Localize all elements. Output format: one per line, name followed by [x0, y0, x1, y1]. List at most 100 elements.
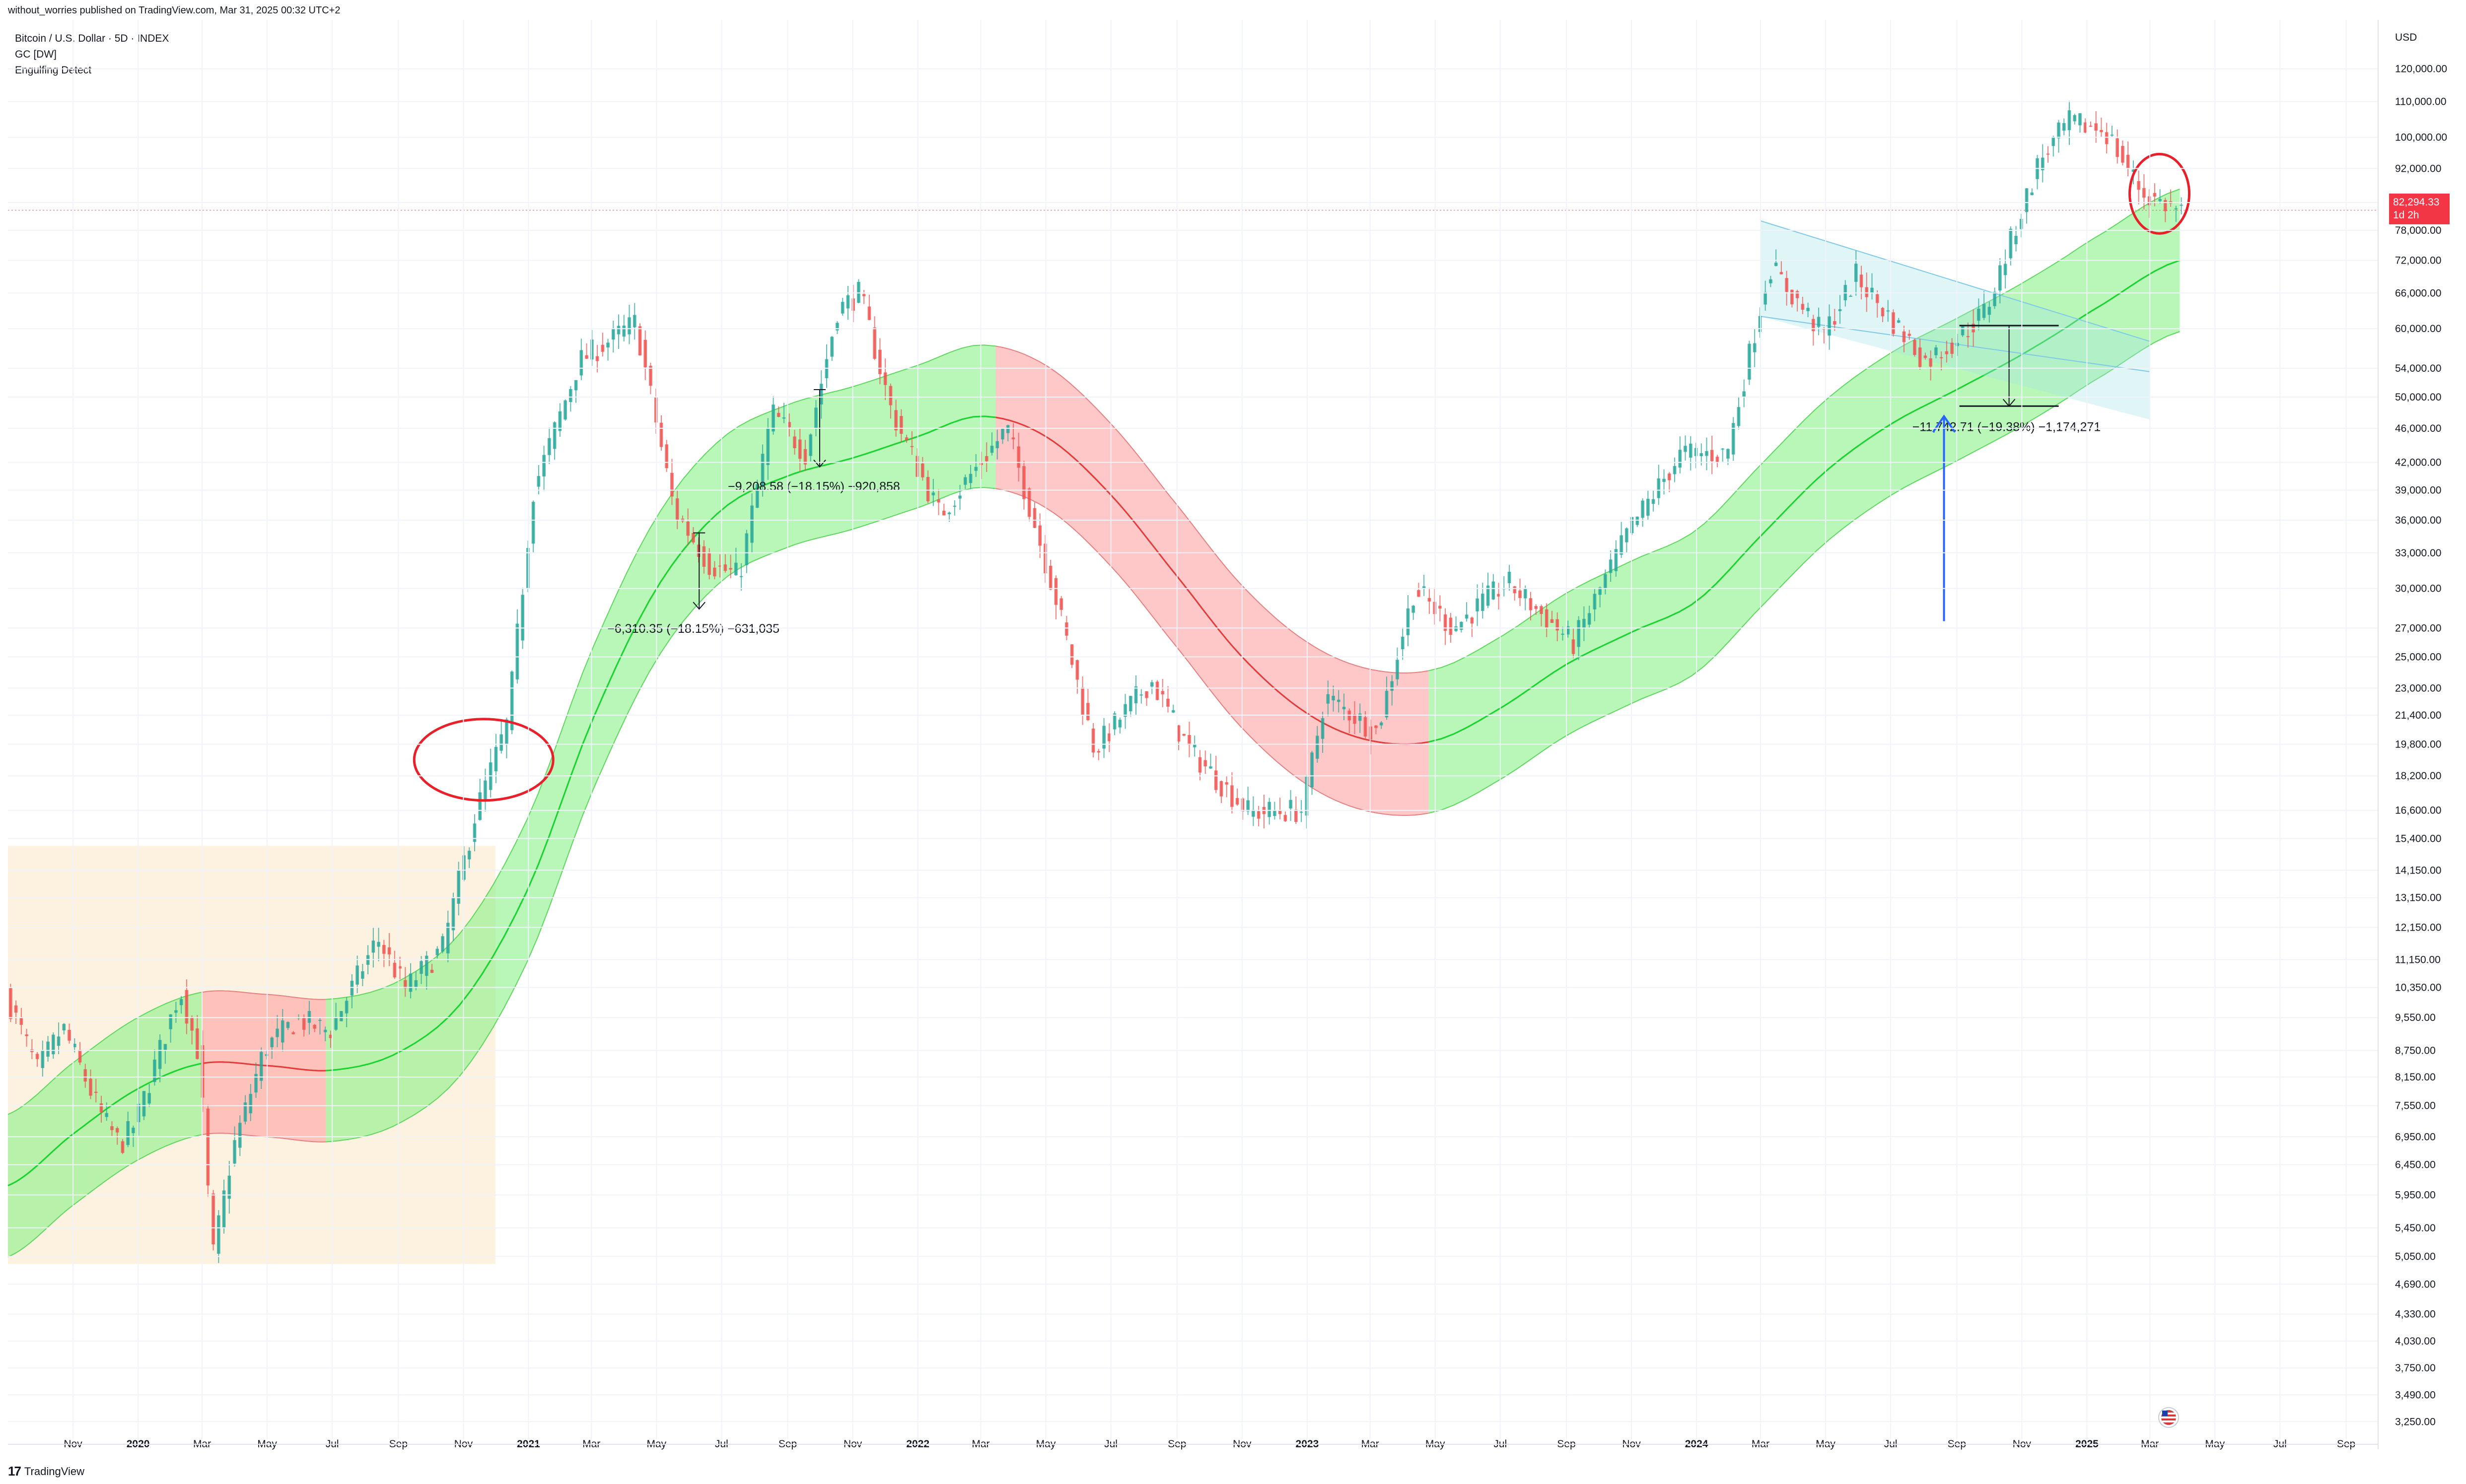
- channel-fill: [1761, 220, 2150, 420]
- candle-up: [1886, 310, 1890, 312]
- candle-up: [174, 1010, 178, 1013]
- candle-down: [883, 372, 887, 385]
- candle-up: [617, 326, 621, 335]
- time-axis[interactable]: Nov 2020 Mar May Jul Sep Nov 2021 Mar May Jul Sep No…: [8, 20, 2378, 1450]
- candle-down: [2105, 132, 2109, 144]
- candle-up: [169, 1014, 172, 1029]
- candle-up: [435, 948, 439, 955]
- candle-down: [985, 456, 988, 462]
- measure-label: −9,208.58 (−18.15%) −920,858: [728, 480, 900, 494]
- candle-down: [1044, 543, 1047, 573]
- candle-down: [921, 463, 924, 477]
- candle-down: [1438, 606, 1442, 609]
- candle-up: [334, 1017, 338, 1030]
- price-tick-label: 13,150.00: [2395, 892, 2441, 904]
- candle-down: [793, 436, 796, 449]
- price-tick-label: 33,000.00: [2395, 547, 2441, 559]
- blue-arrow-head: [1932, 414, 1956, 433]
- price-tick-label: 25,000.00: [2395, 651, 2441, 663]
- candle-down: [878, 349, 882, 374]
- candle-down: [1353, 714, 1356, 724]
- candle-up: [1854, 264, 1858, 282]
- candle-down: [2164, 200, 2167, 211]
- candle-down: [1177, 725, 1181, 742]
- price-tick-label: 6,450.00: [2395, 1159, 2436, 1171]
- candle-down: [1166, 698, 1170, 707]
- candle-up: [1385, 690, 1389, 718]
- candle-up: [990, 446, 994, 453]
- candle-up: [441, 936, 444, 952]
- gc-band: [7, 189, 2180, 1258]
- candle-up: [995, 441, 999, 449]
- candle-up: [1476, 598, 1479, 611]
- candle-down: [1294, 809, 1298, 822]
- candle-down: [2153, 193, 2157, 197]
- candle-down: [190, 1017, 194, 1031]
- candle-up: [1769, 279, 1772, 283]
- legend-indicator-engulfing[interactable]: Engulfing Detect: [15, 65, 92, 76]
- candle-up: [1982, 304, 1986, 318]
- candle-down: [403, 980, 407, 989]
- candle-down: [1203, 760, 1207, 767]
- candle-down: [1188, 735, 1191, 745]
- price-tick-label: 39,000.00: [2395, 485, 2441, 496]
- candle-down: [1667, 473, 1671, 480]
- candle-down: [1374, 725, 1378, 728]
- candle-up: [142, 1091, 146, 1117]
- candle-down: [1027, 488, 1031, 517]
- candle-down: [1225, 782, 1229, 785]
- candle-down: [1427, 598, 1431, 602]
- candle-down: [1540, 606, 1543, 614]
- candle-down: [665, 444, 669, 469]
- candle-down: [1363, 717, 1367, 737]
- price-tick-label: 5,450.00: [2395, 1222, 2436, 1234]
- candle-up: [1507, 572, 1511, 583]
- price-tick-label: 14,150.00: [2395, 865, 2441, 876]
- candle-down: [1070, 644, 1074, 665]
- publisher-note: without_worries published on TradingView…: [8, 5, 341, 16]
- candle-down: [1795, 291, 1799, 298]
- last-price-countdown: 1d 2h: [2393, 209, 2419, 221]
- candle-up: [1625, 528, 1628, 542]
- candle-down: [1443, 614, 1447, 631]
- price-tick-label: 12,150.00: [2395, 922, 2441, 933]
- candle-down: [1892, 312, 1895, 334]
- candle-up: [1817, 317, 1821, 327]
- legend-indicator-gc[interactable]: GC [DW]: [15, 49, 57, 60]
- candle-down: [889, 386, 893, 405]
- candle-up: [564, 400, 567, 420]
- footer: 17 TradingView: [8, 1464, 84, 1479]
- candle-down: [697, 544, 701, 557]
- candle-up: [756, 484, 759, 508]
- band-fill-bearish: [995, 346, 1429, 815]
- candle-up: [1246, 800, 1250, 811]
- candle-up: [1998, 265, 2002, 291]
- candle-down: [1075, 660, 1079, 680]
- candle-down: [1022, 466, 1026, 499]
- candle-down: [803, 449, 807, 465]
- candle-up: [51, 1034, 55, 1055]
- us-flag-icon[interactable]: [2158, 1407, 2179, 1428]
- candle-down: [25, 1034, 28, 1036]
- candle-up: [1993, 292, 1996, 306]
- candle-down: [68, 1030, 71, 1041]
- candle-down: [291, 1032, 295, 1034]
- candle-down: [14, 1005, 18, 1013]
- candle-up: [2051, 136, 2055, 146]
- candle-up: [238, 1123, 242, 1148]
- price-tick-label: 36,000.00: [2395, 515, 2441, 526]
- price-tick-label: 42,000.00: [2395, 457, 2441, 469]
- price-tick-label: 4,690.00: [2395, 1279, 2436, 1290]
- candle-down: [99, 1103, 103, 1113]
- price-axis-unit: USD: [2395, 32, 2417, 43]
- highlight-circle: [413, 718, 555, 802]
- candle-up: [137, 1103, 141, 1122]
- candle-down: [115, 1128, 119, 1133]
- candle-down: [1929, 358, 1933, 367]
- legend-symbol[interactable]: Bitcoin / U.S. Dollar · 5D · INDEX: [15, 33, 169, 44]
- candle-up: [633, 315, 636, 328]
- price-tick-label: 27,000.00: [2395, 622, 2441, 634]
- candle-up: [1134, 686, 1138, 703]
- candle-up: [1465, 614, 1469, 619]
